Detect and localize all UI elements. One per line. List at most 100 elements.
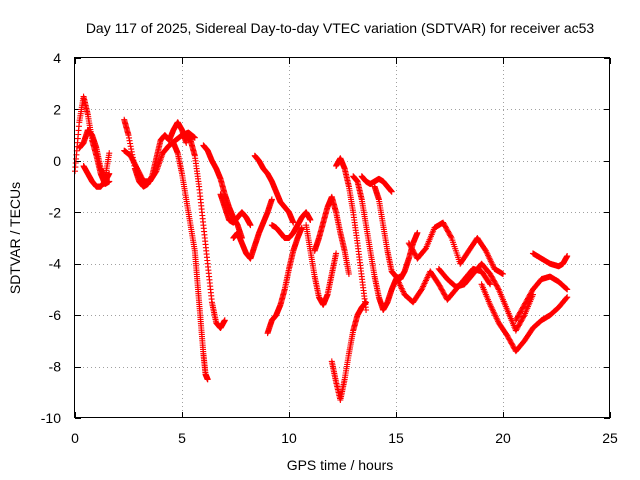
interpolated-point <box>513 326 520 333</box>
interpolated-point <box>520 313 527 320</box>
series-sat-w <box>435 260 536 334</box>
interpolated-point <box>482 246 489 253</box>
data-point <box>512 327 519 334</box>
series-sat-o <box>311 193 352 277</box>
interpolated-point <box>513 316 520 322</box>
interpolated-point <box>407 244 414 250</box>
interpolated-point <box>439 287 446 294</box>
data-point <box>268 196 275 203</box>
interpolated-point <box>445 228 452 235</box>
interpolated-point <box>520 303 527 310</box>
series-sat-y <box>512 273 571 324</box>
interpolated-point <box>407 242 414 249</box>
data-point <box>247 222 254 229</box>
series-sat-b <box>76 127 113 182</box>
interpolated-point <box>442 224 449 231</box>
y-tick-labels: -10 -8 -6 -4 -2 0 2 4 <box>41 50 61 426</box>
data-point <box>307 217 314 223</box>
x-tick-label: 0 <box>71 430 79 446</box>
interpolated-point <box>528 289 535 295</box>
interpolated-point <box>447 232 454 239</box>
data-point <box>435 281 442 288</box>
interpolated-point <box>517 319 524 326</box>
interpolated-point <box>488 273 495 280</box>
series-sat-v <box>405 219 506 277</box>
interpolated-point <box>514 323 521 330</box>
interpolated-point <box>505 335 512 342</box>
interpolated-point <box>562 285 569 292</box>
series-sat-q <box>333 155 370 313</box>
interpolated-point <box>522 300 529 307</box>
y-tick-label: -10 <box>41 410 61 426</box>
interpolated-point <box>527 290 534 297</box>
series-sat-c <box>80 163 113 190</box>
interpolated-point <box>519 314 526 321</box>
series-sat-p <box>328 299 370 403</box>
data-point <box>333 250 340 257</box>
axis-ticks <box>75 58 611 419</box>
interpolated-point <box>507 337 514 344</box>
series-sat-n <box>303 222 340 308</box>
series-sat-m <box>268 209 314 241</box>
x-tick-label: 5 <box>178 430 186 446</box>
interpolated-point <box>495 285 502 292</box>
data-point <box>564 286 571 293</box>
series-sat-k <box>251 152 297 226</box>
interpolated-point <box>489 274 496 281</box>
data-point <box>564 294 571 301</box>
interpolated-point <box>494 283 501 290</box>
interpolated-point <box>507 339 514 346</box>
interpolated-point <box>523 298 530 304</box>
interpolated-point <box>437 285 444 292</box>
y-tick-label: -4 <box>49 256 62 272</box>
data-point <box>564 253 571 259</box>
interpolated-point <box>417 287 424 294</box>
data-point <box>345 271 352 277</box>
interpolated-point <box>506 336 513 343</box>
interpolated-point <box>527 291 534 298</box>
interpolated-point <box>445 229 452 236</box>
y-tick-label: 4 <box>53 50 61 66</box>
interpolated-point <box>517 309 524 316</box>
interpolated-point <box>517 308 524 315</box>
y-tick-label: -2 <box>49 204 62 220</box>
interpolated-point <box>447 233 454 240</box>
interpolated-point <box>492 281 499 288</box>
interpolated-point <box>524 296 531 303</box>
interpolated-point <box>514 313 521 320</box>
interpolated-point <box>563 285 570 292</box>
x-axis-label: GPS time / hours <box>287 457 394 473</box>
interpolated-point <box>515 312 522 319</box>
series-sat-z <box>529 250 571 270</box>
interpolated-point <box>444 227 451 234</box>
interpolated-point <box>516 321 523 328</box>
interpolated-point <box>490 276 497 283</box>
interpolated-point <box>441 291 448 298</box>
interpolated-point <box>486 280 493 287</box>
interpolated-point <box>487 272 494 279</box>
interpolated-point <box>442 223 449 230</box>
data-point <box>106 170 113 177</box>
interpolated-point <box>406 241 413 248</box>
interpolated-point <box>524 295 531 302</box>
interpolated-point <box>437 283 444 290</box>
data-point <box>106 150 113 157</box>
series-sat-f <box>170 139 211 383</box>
data-point <box>487 281 494 288</box>
series-sat-j <box>230 196 275 262</box>
y-tick-label: -8 <box>49 359 62 375</box>
data-point <box>290 219 297 226</box>
interpolated-point <box>443 226 450 232</box>
y-tick-label: 0 <box>53 153 61 169</box>
interpolated-point <box>514 325 521 331</box>
plot-frame <box>74 57 610 418</box>
data-point <box>363 307 370 313</box>
interpolated-point <box>517 318 524 325</box>
interpolated-point <box>441 222 448 229</box>
interpolated-point <box>516 310 523 317</box>
series-sat-t <box>371 183 421 283</box>
data-point <box>405 240 412 247</box>
series-sat-x <box>478 281 571 355</box>
interpolated-point <box>446 231 453 238</box>
interpolated-point <box>519 316 526 322</box>
